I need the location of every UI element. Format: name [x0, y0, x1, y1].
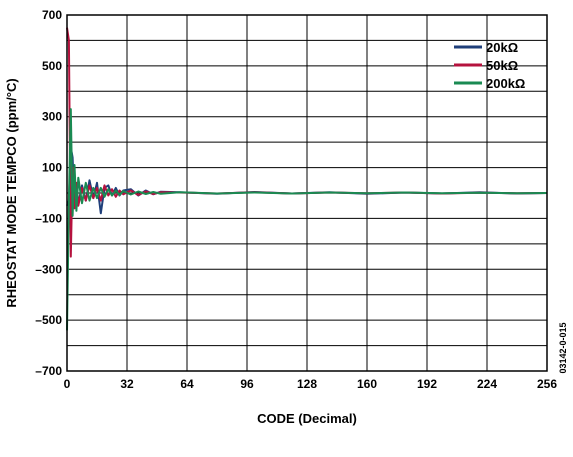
y-axis-title: RHEOSTAT MODE TEMPCO (ppm/°C) — [4, 78, 19, 307]
plot-border — [66, 14, 548, 372]
x-tick-label: 224 — [477, 377, 497, 391]
y-tick-label: 500 — [42, 59, 62, 73]
tick-labels: 0 32 64 96 128 160 192 224 256 700 500 300 100 –100 –3… — [35, 8, 557, 391]
x-tick-label: 192 — [417, 377, 437, 391]
series-line — [66, 108, 548, 331]
x-tick-label: 0 — [64, 377, 71, 391]
x-tick-label: 128 — [297, 377, 317, 391]
figure-id: 03142-0-015 — [558, 322, 568, 373]
legend-label: 20kΩ — [486, 40, 518, 55]
y-tick-label: 100 — [42, 161, 62, 175]
x-tick-label: 96 — [240, 377, 254, 391]
legend-label: 200kΩ — [486, 76, 525, 91]
x-tick-label: 256 — [537, 377, 557, 391]
y-tick-label: –300 — [35, 262, 62, 276]
x-tick-label: 64 — [180, 377, 194, 391]
x-tick-label: 32 — [120, 377, 134, 391]
y-tick-label: –700 — [35, 364, 62, 378]
y-tick-label: 700 — [42, 8, 62, 22]
y-tick-label: –500 — [35, 313, 62, 327]
series-lines — [66, 27, 548, 331]
y-tick-label: –100 — [35, 211, 62, 225]
legend: 20kΩ 50kΩ 200kΩ — [454, 40, 525, 91]
y-tick-label: 300 — [42, 110, 62, 124]
x-axis-title: CODE (Decimal) — [257, 411, 357, 426]
legend-label: 50kΩ — [486, 58, 518, 73]
x-tick-label: 160 — [357, 377, 377, 391]
